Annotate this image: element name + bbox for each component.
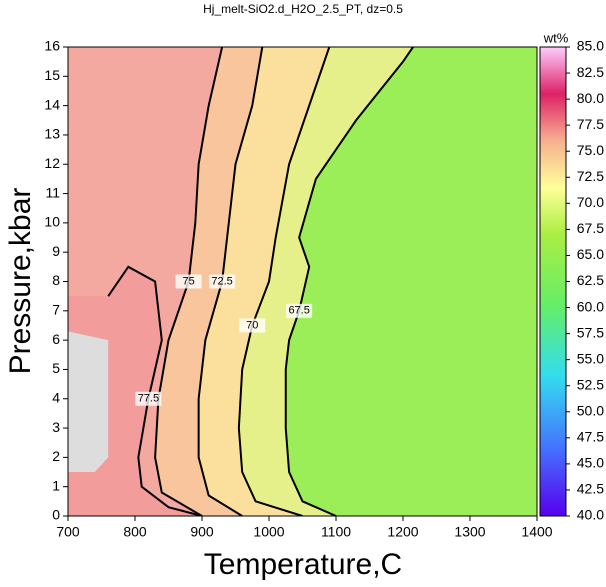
x-axis-label: Temperature,C [204, 548, 402, 581]
x-tick-label: 1400 [521, 524, 552, 540]
contour-line [154, 47, 224, 516]
colorbar-tick-label: 40.0 [577, 507, 604, 523]
colorbar-tick-label: 75.0 [577, 142, 604, 158]
y-tick-label: 3 [52, 419, 60, 435]
x-tick-label: 1300 [454, 524, 485, 540]
colorbar-tick-label: 72.5 [577, 168, 604, 184]
chart-title: Hj_melt-SiO2.d_H2O_2.5_PT, dz=0.5 [203, 2, 403, 16]
y-tick-label: 9 [52, 243, 60, 259]
y-tick-label: 13 [44, 126, 60, 142]
y-tick-label: 15 [44, 67, 60, 83]
colorbar-tick-label: 80.0 [577, 90, 604, 106]
colorbar [539, 46, 567, 517]
colorbar-tick-label: 70.0 [577, 194, 604, 210]
contour-label: 72.5 [211, 275, 232, 287]
colorbar-tick-label: 82.5 [577, 64, 604, 80]
colorbar-tick-label: 77.5 [577, 116, 604, 132]
colorbar-tick-label: 50.0 [577, 402, 604, 418]
x-tick-label: 800 [123, 524, 147, 540]
y-tick-label: 5 [52, 360, 60, 376]
y-tick-label: 6 [52, 331, 60, 347]
contour-label-bg [135, 391, 162, 406]
y-tick-label: 4 [52, 389, 60, 405]
colorbar-tick-label: 42.5 [577, 481, 604, 497]
colorbar-tick-label: 62.5 [577, 272, 604, 288]
y-tick-label: 14 [44, 96, 60, 112]
x-tick-label: 1100 [321, 524, 351, 540]
colorbar-tick-label: 65.0 [577, 246, 604, 262]
contour-label-bg [286, 303, 313, 318]
y-tick-label: 12 [44, 155, 60, 171]
contour-label: 75 [182, 275, 194, 287]
y-tick-label: 1 [52, 477, 60, 493]
colorbar-label: wt% [543, 30, 569, 45]
contour-label: 77.5 [138, 393, 159, 405]
colorbar-tick-label: 47.5 [577, 429, 604, 445]
colorbar-tick-label: 57.5 [577, 324, 604, 340]
y-tick-label: 2 [52, 448, 60, 464]
y-tick-label: 0 [52, 507, 60, 523]
contour-label-bg [239, 318, 266, 333]
x-tick-label: 900 [190, 524, 214, 540]
colorbar-tick-label: 45.0 [577, 455, 604, 471]
y-tick-label: 11 [45, 184, 60, 200]
y-tick-label: 16 [44, 38, 60, 54]
y-tick-label: 10 [44, 214, 60, 230]
contour-line [197, 47, 264, 516]
y-tick-label: 8 [52, 272, 60, 288]
x-tick-label: 1000 [253, 524, 284, 540]
colorbar-tick-label: 85.0 [577, 38, 604, 54]
contour-label-bg [175, 274, 202, 289]
no-data-region [68, 331, 109, 473]
colorbar-tick-label: 60.0 [577, 298, 604, 314]
colorbar-tick-label: 55.0 [577, 350, 604, 366]
y-axis-label: Pressure,kbar [4, 188, 37, 375]
plot-area: 67.5 70 72.5 75 77.5 [68, 47, 537, 516]
colorbar-tick-label: 67.5 [577, 220, 604, 236]
contour-label: 67.5 [288, 305, 309, 317]
y-tick-label: 7 [52, 302, 60, 318]
contour-label: 70 [246, 319, 258, 331]
x-tick-label: 700 [56, 524, 80, 540]
contour-label-bg [209, 274, 236, 289]
colorbar-tick-label: 52.5 [577, 376, 604, 392]
x-tick-label: 1200 [387, 524, 418, 540]
